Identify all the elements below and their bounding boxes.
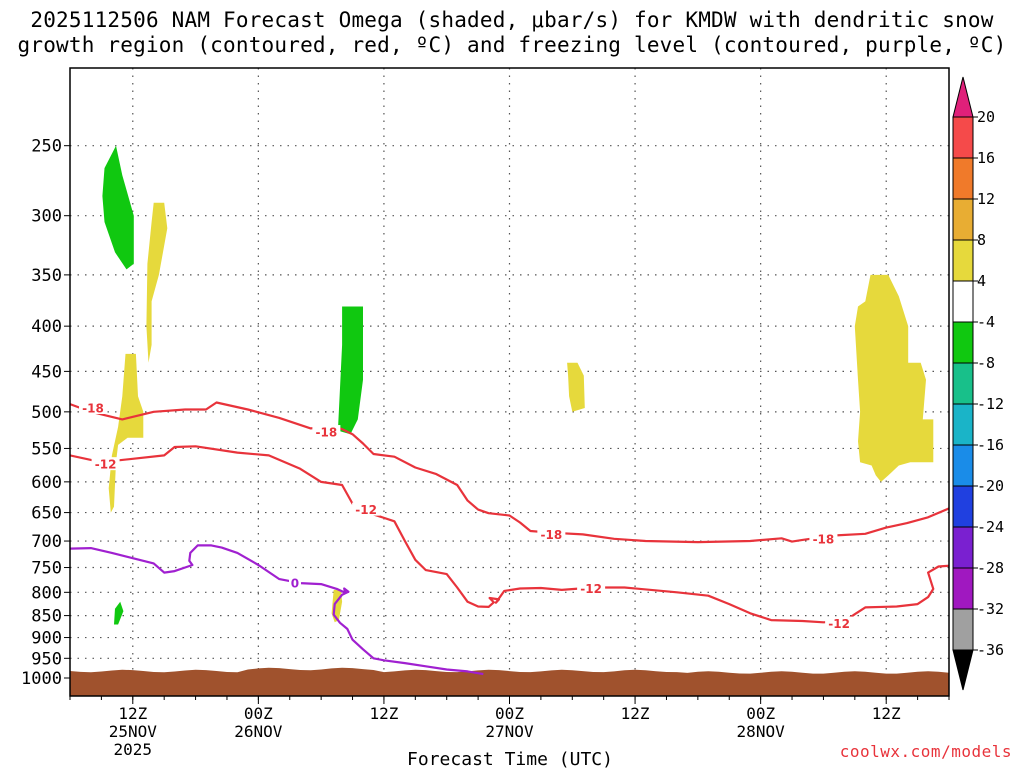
omega-region	[567, 362, 585, 412]
omega-shading	[102, 145, 934, 625]
colorbar-label: 8	[977, 231, 986, 249]
contour-label-bg	[312, 425, 341, 439]
contour-minus12	[70, 445, 949, 624]
colorbar: 20 16 12 8 4 -4 -8 -12 -16 -20 -24 -28 -32 -36	[952, 76, 1004, 691]
contour-label-bg	[352, 502, 381, 516]
x-tick-label: 00Z	[244, 704, 273, 723]
x-tick-label: 25NOV	[109, 722, 158, 741]
colorbar-label: -28	[977, 559, 1004, 577]
y-tick-label: 450	[31, 362, 62, 382]
colorbar-bottom-arrow	[952, 649, 974, 691]
colorbar-label: 4	[977, 272, 986, 290]
colorbar-segment	[952, 321, 974, 364]
x-tick-label: 26NOV	[234, 722, 283, 741]
contour-label: -18	[82, 401, 104, 415]
colorbar-segment	[952, 280, 974, 323]
colorbar-segment	[952, 239, 974, 282]
y-tick-label: 650	[31, 504, 62, 524]
colorbar-top-arrow	[952, 76, 974, 118]
x-tick-label: 00Z	[746, 704, 775, 723]
contour-label-bg	[537, 527, 566, 541]
y-tick-label: 950	[31, 649, 62, 669]
colorbar-segment	[952, 403, 974, 446]
colorbar-segment	[952, 567, 974, 610]
ground-fill	[70, 667, 949, 696]
contour-label: 0	[291, 577, 299, 591]
contour-minus18	[70, 401, 949, 544]
contour-label-bg	[79, 400, 108, 414]
omega-region	[102, 145, 134, 270]
contour-label-bg	[825, 616, 854, 630]
plot-area	[70, 68, 949, 696]
colorbar-label: -12	[977, 395, 1004, 413]
x-tick-label: 12Z	[118, 704, 147, 723]
colorbar-label: 12	[977, 190, 995, 208]
y-tick-label: 500	[31, 403, 62, 423]
colorbar-segment	[952, 526, 974, 569]
colorbar-label: -16	[977, 436, 1004, 454]
chart-title-line-1: 2025112506 NAM Forecast Omega (shaded, μ…	[30, 8, 994, 32]
contour-label: -12	[828, 617, 850, 631]
x-tick-label: 00Z	[495, 704, 524, 723]
colorbar-segment	[952, 362, 974, 405]
omega-region	[337, 306, 363, 435]
contour-lines	[70, 401, 949, 676]
y-tick-label: 900	[31, 629, 62, 649]
x-tick-label: 12Z	[369, 704, 398, 723]
y-tick-label: 850	[31, 607, 62, 627]
contour-label: -12	[580, 582, 602, 596]
omega-region	[146, 202, 168, 363]
y-tick-label: 600	[31, 473, 62, 493]
x-axis-label: Forecast Time (UTC)	[407, 749, 613, 768]
contour-label-bg	[577, 581, 606, 595]
colorbar-label: -32	[977, 600, 1004, 618]
contour-label: -18	[541, 528, 563, 542]
colorbar-label: 20	[977, 108, 995, 126]
colorbar-label: -4	[977, 313, 995, 331]
x-tick-label: 12Z	[872, 704, 901, 723]
colorbar-segment	[952, 116, 974, 159]
colorbar-label: -8	[977, 354, 995, 372]
x-tick-label: 12Z	[621, 704, 650, 723]
colorbar-segment	[952, 157, 974, 200]
contour-labels: -18 -12 -18 -12 -18 -12 -18 -12 0	[79, 400, 854, 631]
contour-freezing-level	[70, 544, 484, 676]
colorbar-label: -20	[977, 477, 1004, 495]
y-tick-label: 700	[31, 532, 62, 552]
contour-label: -18	[813, 532, 835, 546]
y-tick-label: 800	[31, 583, 62, 603]
contour-label-bg	[91, 457, 120, 471]
colorbar-label: 16	[977, 149, 995, 167]
colorbar-label: -24	[977, 518, 1004, 536]
contour-label-bg	[809, 531, 838, 545]
chart-title-line-2: growth region (contoured, red, ºC) and f…	[17, 33, 1007, 57]
x-tick-label: 28NOV	[737, 722, 786, 741]
omega-region	[854, 274, 934, 482]
colorbar-segment	[952, 198, 974, 241]
contour-label: -18	[316, 426, 338, 440]
colorbar-segment	[952, 608, 974, 651]
contour-label-bg	[288, 576, 301, 590]
y-tick-label: 250	[31, 137, 62, 157]
colorbar-label: -36	[977, 641, 1004, 659]
omega-region	[108, 353, 144, 513]
y-tick-label: 300	[31, 207, 62, 227]
omega-region	[114, 601, 124, 625]
ground-layer	[70, 667, 949, 696]
y-axis: 2503003504004505005506006507007508008509…	[21, 137, 70, 689]
y-tick-label: 1000	[21, 669, 62, 689]
colorbar-segment	[952, 444, 974, 487]
y-tick-label: 750	[31, 559, 62, 579]
y-tick-label: 400	[31, 317, 62, 337]
y-tick-label: 550	[31, 439, 62, 459]
contour-label: -12	[355, 503, 377, 517]
site-credit[interactable]: coolwx.com/models	[839, 742, 1012, 761]
colorbar-segment	[952, 485, 974, 528]
y-tick-label: 350	[31, 266, 62, 286]
contour-label: -12	[95, 458, 117, 472]
x-tick-label: 2025	[114, 740, 153, 759]
x-tick-label: 27NOV	[485, 722, 534, 741]
